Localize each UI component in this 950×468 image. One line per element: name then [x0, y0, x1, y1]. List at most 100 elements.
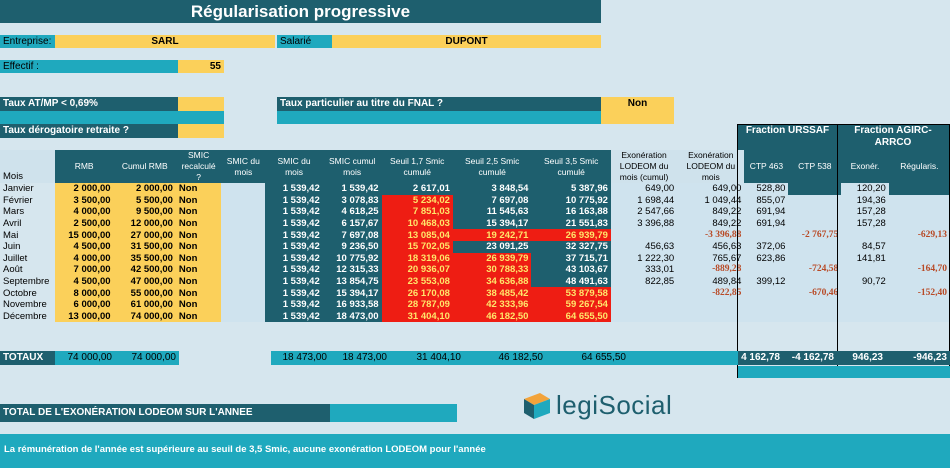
taux-fnal-bar: [277, 111, 601, 124]
cell-smic-recalc[interactable]: Non: [175, 183, 222, 195]
cell-smic-cumul: 9 236,50: [322, 240, 382, 253]
cell-rmb[interactable]: 4 000,00: [54, 206, 114, 218]
cell-ctp538: [788, 217, 842, 230]
cell-cumul-rmb[interactable]: 61 000,00: [113, 298, 176, 311]
cell-smic-recalc[interactable]: Non: [175, 264, 222, 276]
cell-ctp463: [744, 298, 789, 311]
cell-smic-recalc[interactable]: Non: [175, 252, 222, 265]
cell-s25: 46 182,50: [452, 310, 532, 323]
cell-smic-recalc[interactable]: Non: [175, 275, 222, 288]
cell-smic-recalc[interactable]: Non: [175, 298, 222, 311]
cell-cumul-rmb[interactable]: 9 500,00: [113, 206, 176, 218]
cell-rmb[interactable]: 2 000,00: [54, 183, 114, 195]
cell-rmb[interactable]: 3 500,00: [54, 194, 114, 207]
totaux-smic-cumul: 18 473,00: [330, 351, 390, 365]
cell-rmb[interactable]: 6 000,00: [54, 298, 114, 311]
cell-smic-cumul: 6 157,67: [322, 217, 382, 230]
entreprise-label: Entreprise:: [0, 35, 55, 48]
cell-smic: 1 539,42: [265, 298, 323, 311]
taux-fnal-label: Taux particulier au titre du FNAL ?: [277, 97, 601, 111]
cell-cumul-rmb[interactable]: 55 000,00: [113, 287, 176, 299]
cell-exo-mois: [677, 298, 745, 311]
cell-smic-cumul: 4 618,25: [322, 206, 382, 218]
entreprise-value[interactable]: SARL: [55, 35, 275, 48]
cell-cumul-rmb[interactable]: 35 500,00: [113, 252, 176, 265]
cell-smic-recalc[interactable]: Non: [175, 229, 222, 241]
cell-exo-mois: 849,22: [677, 217, 745, 230]
cell-rmb[interactable]: 4 500,00: [54, 275, 114, 288]
cell-cumul-rmb[interactable]: 5 500,00: [113, 194, 176, 207]
cell-s25: 26 939,79: [452, 252, 532, 265]
cell-s17: 23 553,08: [381, 275, 453, 288]
cell-exo-mois: -3 396,88: [677, 229, 745, 241]
taux-fnal-value[interactable]: Non: [601, 97, 674, 124]
cell-exo-mois: 765,67: [677, 252, 745, 265]
cell-regul: -152,40: [888, 287, 950, 299]
cell-smic-mois: [221, 310, 266, 323]
cell-ctp463: [744, 264, 789, 276]
taux-derog-value[interactable]: [178, 124, 224, 138]
cell-cumul-rmb[interactable]: 74 000,00: [113, 310, 176, 323]
cell-cumul-rmb[interactable]: 12 000,00: [113, 217, 176, 230]
cell-s35: 26 939,79: [531, 229, 611, 241]
cell-exoner: [841, 287, 889, 299]
cell-exo-cumul: 649,00: [610, 183, 678, 195]
cell-cumul-rmb[interactable]: 27 000,00: [113, 229, 176, 241]
header-exo-cumul: Exonération LODEOM du mois (cumul): [610, 150, 678, 183]
cell-rmb[interactable]: 4 000,00: [54, 252, 114, 265]
taux-atmp-label: Taux AT/MP < 0,69%: [0, 97, 178, 111]
cell-exoner: [841, 264, 889, 276]
cell-cumul-rmb[interactable]: 47 000,00: [113, 275, 176, 288]
cell-smic-cumul: 18 473,00: [322, 310, 382, 323]
cell-rmb[interactable]: 8 000,00: [54, 287, 114, 299]
effectif-value[interactable]: 55: [178, 60, 224, 73]
header-seuil-25: Seuil 2,5 Smic cumulé: [452, 150, 532, 183]
cell-s25: 11 545,63: [452, 206, 532, 218]
cell-smic: 1 539,42: [265, 275, 323, 288]
cell-s25: 38 485,42: [452, 287, 532, 299]
cell-cumul-rmb[interactable]: 31 500,00: [113, 240, 176, 253]
cell-s35: 64 655,50: [531, 310, 611, 323]
cell-s17: 5 234,02: [381, 194, 453, 207]
table-row: Mars 4 000,00 9 500,00 Non 1 539,42 4 618,25 7…: [0, 206, 950, 218]
header-exoner: Exonér.: [841, 150, 889, 183]
cell-s25: 30 788,33: [452, 264, 532, 276]
cell-ctp463: 691,94: [744, 217, 789, 230]
cell-smic-recalc[interactable]: Non: [175, 240, 222, 253]
cell-smic-recalc[interactable]: Non: [175, 217, 222, 230]
cell-rmb[interactable]: 7 000,00: [54, 264, 114, 276]
header-smic-cumul: SMIC cumul mois: [322, 150, 382, 183]
table-row: Juillet 4 000,00 35 500,00 Non 1 539,42 10 77…: [0, 252, 950, 265]
cell-smic-recalc[interactable]: Non: [175, 287, 222, 299]
cell-ctp463: 528,80: [744, 183, 789, 195]
cell-exoner: [841, 310, 889, 323]
cell-exoner: 90,72: [841, 275, 889, 288]
taux-atmp-value[interactable]: [178, 97, 224, 111]
cell-smic-recalc[interactable]: Non: [175, 206, 222, 218]
cell-smic-mois: [221, 275, 266, 288]
effectif-label: Effectif :: [0, 60, 178, 73]
salarie-value[interactable]: DUPONT: [332, 35, 601, 48]
cell-smic-recalc[interactable]: Non: [175, 194, 222, 207]
cell-rmb[interactable]: 2 500,00: [54, 217, 114, 230]
cell-ctp538: -670,46: [788, 287, 842, 299]
cell-exo-cumul: 822,85: [610, 275, 678, 288]
cell-rmb[interactable]: 13 000,00: [54, 310, 114, 323]
cell-smic-mois: [221, 298, 266, 311]
table-row: Août 7 000,00 42 500,00 Non 1 539,42 12 315,3…: [0, 264, 950, 276]
cell-s17: 7 851,03: [381, 206, 453, 218]
totaux-cumul: 74 000,00: [115, 351, 179, 365]
cell-rmb[interactable]: 15 000,00: [54, 229, 114, 241]
cell-s35: 48 491,63: [531, 275, 611, 288]
cell-smic-recalc[interactable]: Non: [175, 310, 222, 323]
cell-s17: 26 170,08: [381, 287, 453, 299]
header-rmb: RMB: [54, 150, 114, 183]
cell-rmb[interactable]: 4 500,00: [54, 240, 114, 253]
cell-cumul-rmb[interactable]: 2 000,00: [113, 183, 176, 195]
cell-cumul-rmb[interactable]: 42 500,00: [113, 264, 176, 276]
cell-regul: [888, 183, 950, 195]
data-table: Mois RMB Cumul RMB SMIC recalculé ? SMIC…: [0, 150, 950, 323]
cell-regul: -629,13: [888, 229, 950, 241]
cell-smic: 1 539,42: [265, 194, 323, 207]
